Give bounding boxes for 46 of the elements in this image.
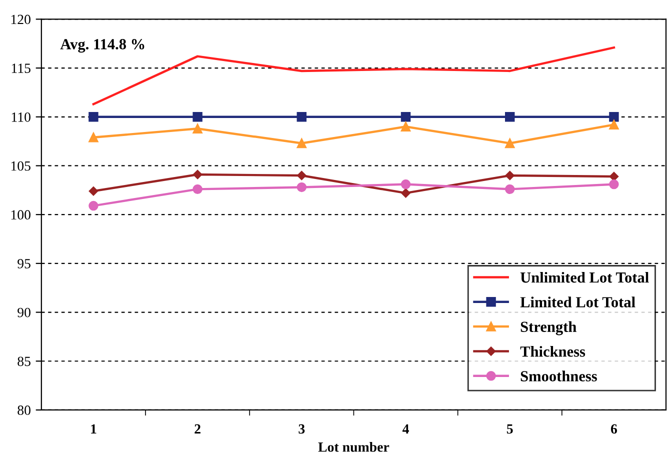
point — [609, 120, 619, 130]
point — [504, 138, 515, 148]
point — [504, 184, 515, 194]
point — [504, 112, 515, 122]
y-tick-label: 90 — [18, 308, 30, 318]
y-tick-label: 105 — [11, 161, 30, 171]
point — [296, 182, 307, 192]
y-tick-label: 95 — [18, 259, 30, 268]
point — [192, 170, 202, 180]
point — [296, 112, 307, 122]
point — [296, 138, 307, 148]
y-tick-label: 80 — [18, 406, 30, 415]
x-tick-label: 2 — [194, 424, 200, 434]
y-tick-label: 85 — [18, 356, 30, 366]
point — [297, 170, 306, 180]
point — [400, 112, 411, 122]
annotation: Avg. 114.8 % — [60, 39, 144, 53]
legend-label: Smoothness — [520, 370, 597, 382]
x-axis-title: Lot number — [318, 442, 390, 452]
point — [609, 112, 619, 122]
point — [88, 186, 98, 196]
point — [192, 184, 202, 194]
point — [88, 200, 98, 211]
point — [401, 188, 410, 198]
legend-label: Strength — [520, 321, 576, 336]
y-tick-label: 110 — [12, 112, 30, 122]
point — [192, 124, 202, 134]
point — [505, 170, 514, 180]
point — [609, 179, 619, 190]
x-tick-label: 1 — [91, 424, 96, 434]
x-tick-label: 6 — [610, 424, 618, 434]
point — [88, 112, 98, 122]
y-tick-label: 120 — [11, 14, 30, 24]
point — [400, 122, 411, 132]
point — [400, 179, 411, 190]
point — [192, 112, 202, 122]
y-tick-label: 115 — [12, 64, 30, 73]
x-tick-label: 3 — [298, 424, 305, 434]
x-tick-label: 5 — [506, 424, 513, 434]
legend-label: Thickness — [520, 346, 586, 357]
legend-label: Unlimited Lot Total — [520, 272, 649, 283]
point — [88, 132, 98, 142]
x-tick-label: 4 — [402, 424, 409, 434]
point — [609, 172, 619, 182]
legend-label: Limited Lot Total — [520, 296, 636, 308]
y-tick-label: 100 — [11, 210, 30, 220]
